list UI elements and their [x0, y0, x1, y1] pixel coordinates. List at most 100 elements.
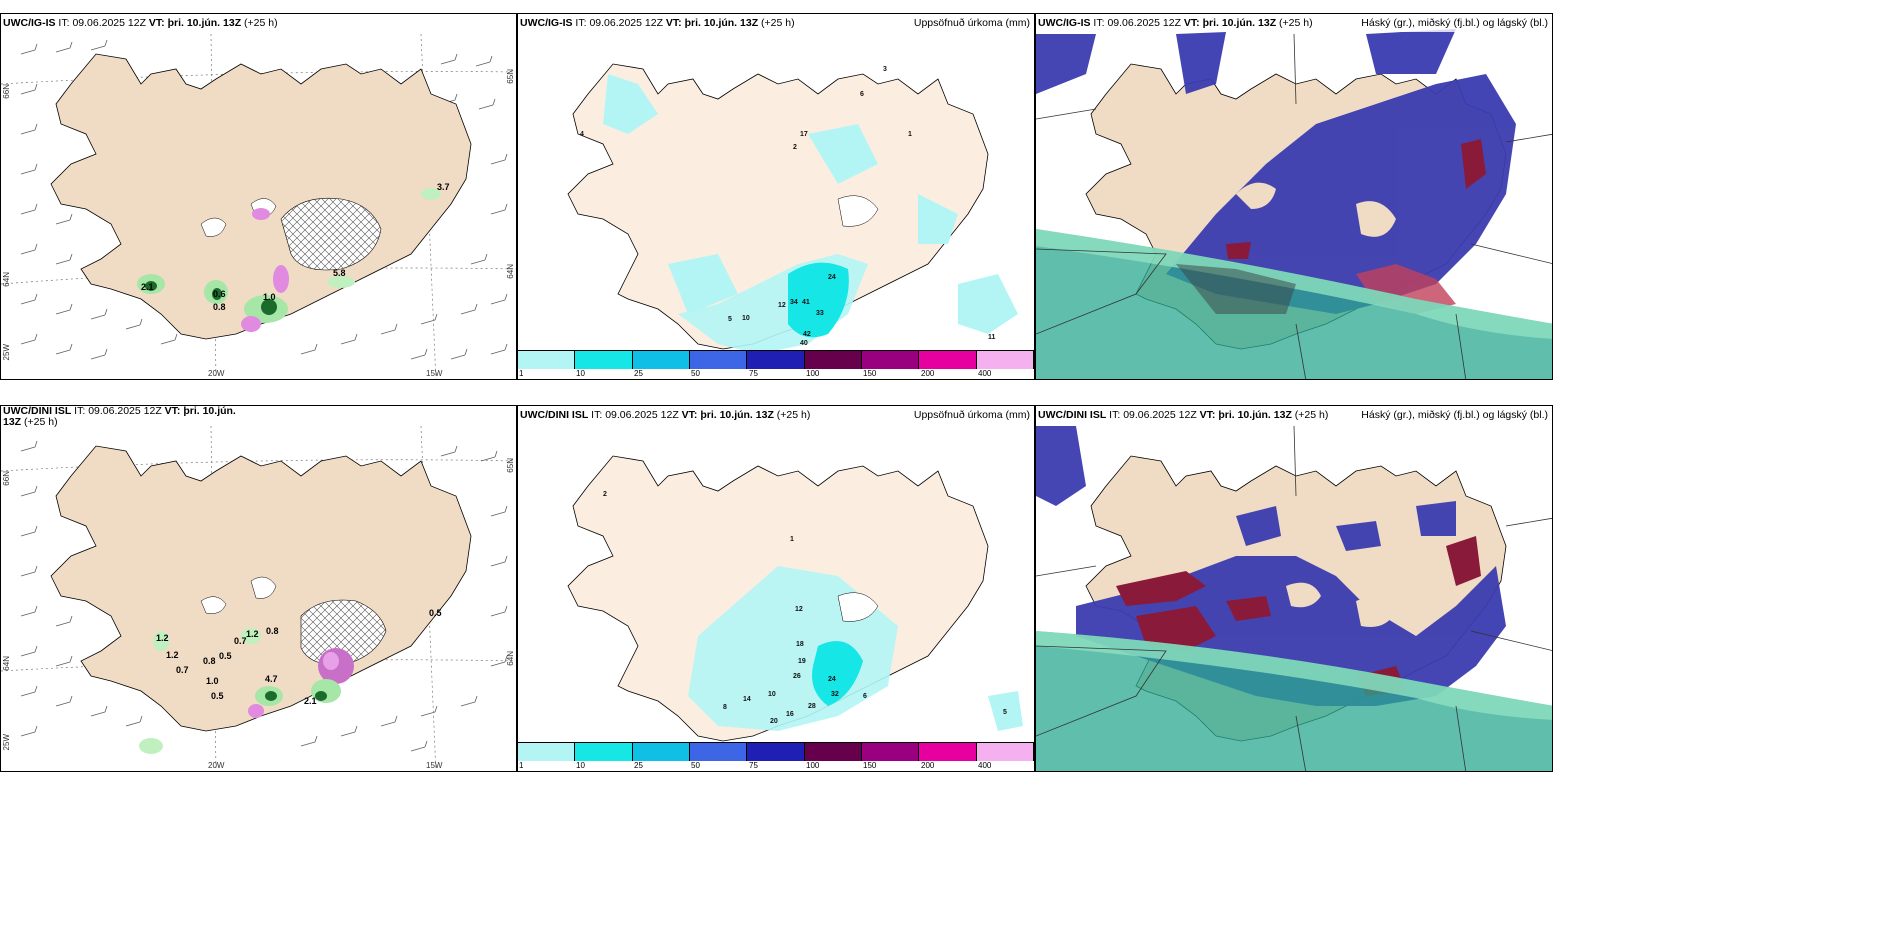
init-label: IT: [1093, 17, 1105, 29]
high-cloud [1036, 229, 1552, 379]
precip-value: 3 [883, 66, 887, 73]
lead-time: (+25 h) [1279, 17, 1313, 29]
precip-value: 28 [808, 703, 816, 710]
lead-time: (+25 h) [761, 17, 795, 29]
colorbar-cell [747, 351, 805, 369]
valid-time: þri. 10.jún. 13Z [3, 405, 236, 428]
precip-value: 10 [768, 691, 776, 698]
lead-time: (+25 h) [776, 409, 811, 421]
colorbar-labels: 1 10 25 50 75 100 150 200 400 [518, 761, 1034, 771]
colorbar [518, 350, 1034, 369]
valid-label: VT: [164, 405, 181, 417]
lon-label: 15W [426, 761, 443, 770]
precip-value: 5 [1003, 709, 1007, 716]
colorbar-cell [976, 351, 1034, 369]
model-name: UWC/IG-IS [520, 17, 573, 29]
colorbar-tick: 200 [921, 369, 935, 378]
grid-lines [1036, 425, 1552, 771]
model-name: UWC/DINI ISL [520, 409, 589, 421]
map-title: Háský (gr.), miðský (fj.bl.) og lágský (… [1361, 409, 1548, 421]
precip-value: 1.2 [166, 650, 179, 660]
precip-value: 20 [770, 718, 778, 725]
init-time: 09.06.2025 12Z [72, 17, 146, 29]
colorbar-cell [689, 743, 748, 761]
precip-shading [603, 74, 1018, 354]
colorbar-tick: 50 [691, 761, 700, 770]
precip-value: 2.1 [141, 282, 154, 292]
map-title: Háský (gr.), miðský (fj.bl.) og lágský (… [1361, 17, 1548, 29]
lat-label: 66N [2, 84, 11, 99]
precip-value: 19 [798, 658, 806, 665]
precip-value: 1.2 [156, 633, 169, 643]
model-name: UWC/IG-IS [3, 17, 56, 29]
valid-label: VT: [1199, 409, 1216, 421]
colorbar-tick: 150 [863, 369, 877, 378]
colorbar [518, 742, 1034, 761]
colorbar-cell [518, 351, 576, 369]
lat-label: 25W [2, 344, 11, 361]
iceland-land [50, 53, 472, 340]
precip-value: 0.8 [203, 656, 216, 666]
colorbar-tick: 1 [519, 761, 524, 770]
panel-top-right-clouds: UWC/IG-IS IT: 09.06.2025 12Z VT: þri. 10… [1035, 13, 1553, 380]
colorbar-tick: 400 [978, 761, 992, 770]
colorbar-cell [632, 743, 690, 761]
lat-label: 64N [2, 656, 11, 671]
precip-value: 24 [828, 274, 836, 281]
precip-value: 6 [860, 91, 864, 98]
panel-header: UWC/DINI ISL IT: 09.06.2025 12Z VT: þri.… [1, 406, 243, 432]
wind-map: 2.1 0.8 0.6 1.0 5.8 3.7 [1, 33, 516, 379]
iceland-land [567, 63, 989, 350]
precip-value: 1.0 [263, 292, 276, 302]
precip-value: 24 [828, 676, 836, 683]
map-title: Uppsöfnuð úrkoma (mm) [913, 409, 1030, 421]
valid-label: VT: [148, 17, 165, 29]
panel-header: UWC/IG-IS IT: 09.06.2025 12Z VT: þri. 10… [518, 14, 1034, 32]
colorbar-tick: 10 [576, 761, 585, 770]
valid-time: þri. 10.jún. 13Z [167, 17, 242, 29]
panel-header: UWC/DINI ISL IT: 09.06.2025 12Z VT: þri.… [1036, 406, 1552, 424]
precip-value: 18 [796, 641, 804, 648]
colorbar-tick: 75 [749, 369, 758, 378]
precip-value: 11 [988, 334, 996, 341]
colorbar-cell [861, 743, 920, 761]
precip-value: 16 [786, 711, 794, 718]
colorbar-cell [689, 351, 748, 369]
precip-value: 0.5 [429, 608, 442, 618]
precip-value: 14 [743, 696, 751, 703]
precip-map: 17 6 4 2 34 41 33 42 40 24 12 10 11 3 1 … [567, 63, 1018, 354]
colorbar-tick: 25 [634, 369, 643, 378]
init-time: 09.06.2025 12Z [1123, 409, 1197, 421]
precip-value: 2.1 [304, 696, 317, 706]
precip-value: 34 [790, 299, 798, 306]
valid-label: VT: [1183, 17, 1200, 29]
precip-value: 0.8 [213, 302, 226, 312]
colorbar-tick: 100 [806, 369, 820, 378]
init-time: 09.06.2025 12Z [1107, 17, 1181, 29]
model-name: UWC/DINI ISL [1038, 409, 1107, 421]
precip-value: 0.7 [234, 636, 247, 646]
colorbar-tick: 400 [978, 369, 992, 378]
init-time: 09.06.2025 12Z [589, 17, 663, 29]
init-time: 09.06.2025 12Z [88, 405, 162, 417]
precip-value: 1.0 [206, 676, 219, 686]
lead-time: (+25 h) [1294, 409, 1329, 421]
colorbar-tick: 150 [863, 761, 877, 770]
valid-time: þri. 10.jún. 13Z [1218, 409, 1292, 421]
precip-patches [139, 628, 354, 754]
precip-value: 12 [795, 606, 803, 613]
precip-value: 26 [793, 673, 801, 680]
precip-value: 1 [908, 131, 912, 138]
valid-time: þri. 10.jún. 13Z [700, 409, 774, 421]
precip-value: 0.8 [266, 626, 279, 636]
precip-value: 10 [742, 315, 750, 322]
precip-value: 5.8 [333, 268, 346, 278]
map-title: Uppsöfnuð úrkoma (mm) [913, 17, 1030, 29]
colorbar-tick: 100 [806, 761, 820, 770]
colorbar-cell [804, 743, 862, 761]
cloud-map [1036, 29, 1552, 379]
precip-map: 2 1 12 18 19 26 28 32 24 16 20 14 10 8 6… [567, 455, 1023, 742]
model-name: UWC/IG-IS [1038, 17, 1091, 29]
colorbar-tick: 50 [691, 369, 700, 378]
colorbar-tick: 1 [519, 369, 524, 378]
